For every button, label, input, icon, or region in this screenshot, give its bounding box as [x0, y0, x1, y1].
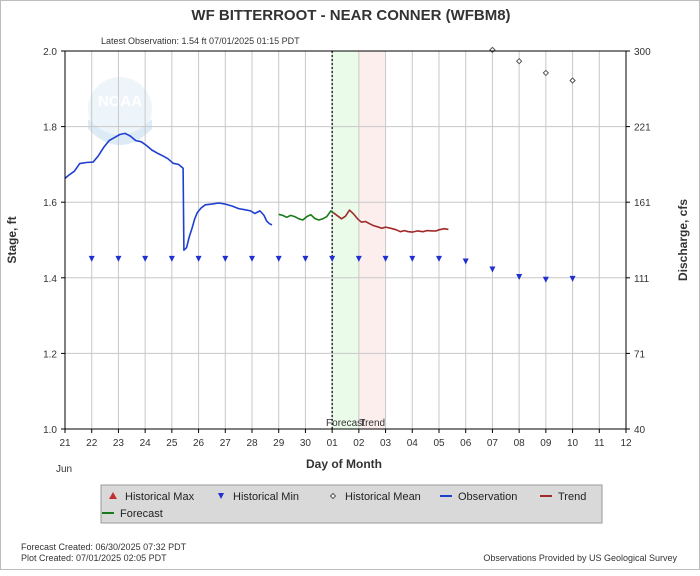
legend-historical-max-label: Historical Max — [125, 491, 195, 503]
x-tick-label: 23 — [113, 438, 125, 449]
historical-min-marker — [275, 255, 282, 262]
x-tick-label: 10 — [567, 438, 579, 449]
forecast-region-label: Forecast — [326, 418, 365, 429]
x-axis-label: Day of Month — [306, 457, 382, 471]
trend-region-label: Trend — [359, 418, 385, 429]
y2-tick-label: 161 — [634, 198, 651, 209]
y-tick-label: 1.4 — [43, 274, 57, 285]
y-tick-label: 1.6 — [43, 198, 57, 209]
historical-mean-marker — [515, 57, 523, 65]
trend-line — [333, 209, 449, 233]
y-tick-label: 2.0 — [43, 47, 57, 58]
x-tick-label: 05 — [433, 438, 445, 449]
y2-tick-label: 40 — [634, 425, 646, 436]
x-tick-label: 08 — [514, 438, 526, 449]
y2-axis-label: Discharge, cfs — [676, 199, 690, 281]
x-tick-label: 28 — [246, 438, 258, 449]
y2-tick-label: 71 — [634, 349, 646, 360]
historical-min-marker — [195, 255, 202, 262]
x-tick-label: 21 — [59, 438, 71, 449]
latest-observation: Latest Observation: 1.54 ft 07/01/2025 0… — [101, 36, 300, 46]
forecast-region — [332, 51, 359, 429]
historical-min-marker — [542, 276, 549, 283]
historical-min-marker — [462, 258, 469, 265]
y2-tick-label: 221 — [634, 123, 651, 134]
legend-historical-mean-swatch — [329, 492, 337, 500]
historical-min-marker — [409, 255, 416, 262]
legend-historical-min-swatch — [218, 493, 224, 499]
x-tick-label: 01 — [327, 438, 339, 449]
historical-min-marker — [168, 255, 175, 262]
noaa-logo-watermark: NOAA — [88, 77, 152, 145]
x-tick-label: 09 — [540, 438, 552, 449]
trend-region — [358, 51, 386, 429]
x-tick-label: 22 — [86, 438, 98, 449]
y-axis-label: Stage, ft — [5, 216, 19, 263]
x-tick-label: 04 — [407, 438, 419, 449]
legend-historical-max-swatch — [109, 492, 117, 499]
historical-min-marker — [115, 255, 122, 262]
legend-box — [100, 484, 603, 524]
historical-min-marker — [436, 255, 442, 262]
x-tick-label: 11 — [594, 438, 605, 449]
historical-mean-marker — [542, 69, 550, 77]
historical-min-marker — [142, 255, 149, 262]
y2-tick-label: 300 — [634, 47, 651, 58]
legend-historical-min-label: Historical Min — [233, 491, 299, 503]
legend-trend-label: Trend — [558, 491, 586, 503]
month-label: Jun — [56, 464, 72, 475]
plot-created: Plot Created: 07/01/2025 02:05 PDT — [21, 553, 167, 563]
x-tick-label: 12 — [620, 438, 632, 449]
legend: Historical Max Historical Min Historical M… — [100, 484, 603, 524]
y-tick-label: 1.8 — [43, 123, 57, 134]
x-tick-label: 26 — [193, 438, 205, 449]
historical-min-marker — [382, 255, 389, 262]
legend-forecast-label: Forecast — [120, 508, 163, 520]
historical-min-marker — [355, 255, 362, 262]
historical-min-marker — [88, 255, 95, 262]
historical-min-marker — [249, 255, 255, 262]
x-tick-label: 02 — [353, 438, 365, 449]
historical-min-marker — [302, 255, 309, 262]
x-tick-label: 29 — [273, 438, 285, 449]
historical-mean-marker — [569, 77, 576, 84]
x-tick-label: 07 — [487, 438, 499, 449]
historical-min-marker — [569, 275, 576, 282]
data-credit: Observations Provided by US Geological S… — [483, 553, 677, 563]
plot-border — [64, 50, 627, 430]
x-tick-label: 06 — [460, 438, 472, 449]
y-tick-label: 1.0 — [43, 425, 57, 436]
historical-min-marker — [222, 255, 229, 262]
legend-historical-mean-label: Historical Mean — [345, 491, 421, 503]
x-tick-label: 27 — [220, 438, 232, 449]
x-tick-label: 03 — [380, 438, 392, 449]
svg-text:NOAA: NOAA — [98, 93, 142, 110]
observation-line — [64, 132, 273, 251]
y-tick-label: 1.2 — [43, 349, 57, 360]
x-tick-label: 30 — [300, 438, 312, 449]
x-tick-label: 24 — [140, 438, 152, 449]
forecast-line — [278, 210, 334, 221]
historical-min-marker — [489, 266, 496, 273]
legend-observation-label: Observation — [458, 491, 517, 503]
forecast-created: Forecast Created: 06/30/2025 07:32 PDT — [21, 542, 187, 552]
historical-min-marker — [516, 274, 523, 281]
historical-min-marker — [329, 255, 336, 262]
x-tick-label: 25 — [166, 438, 178, 449]
chart-title: WF BITTERROOT - NEAR CONNER (WFBM8) — [191, 7, 510, 24]
y2-tick-label: 111 — [634, 274, 650, 285]
